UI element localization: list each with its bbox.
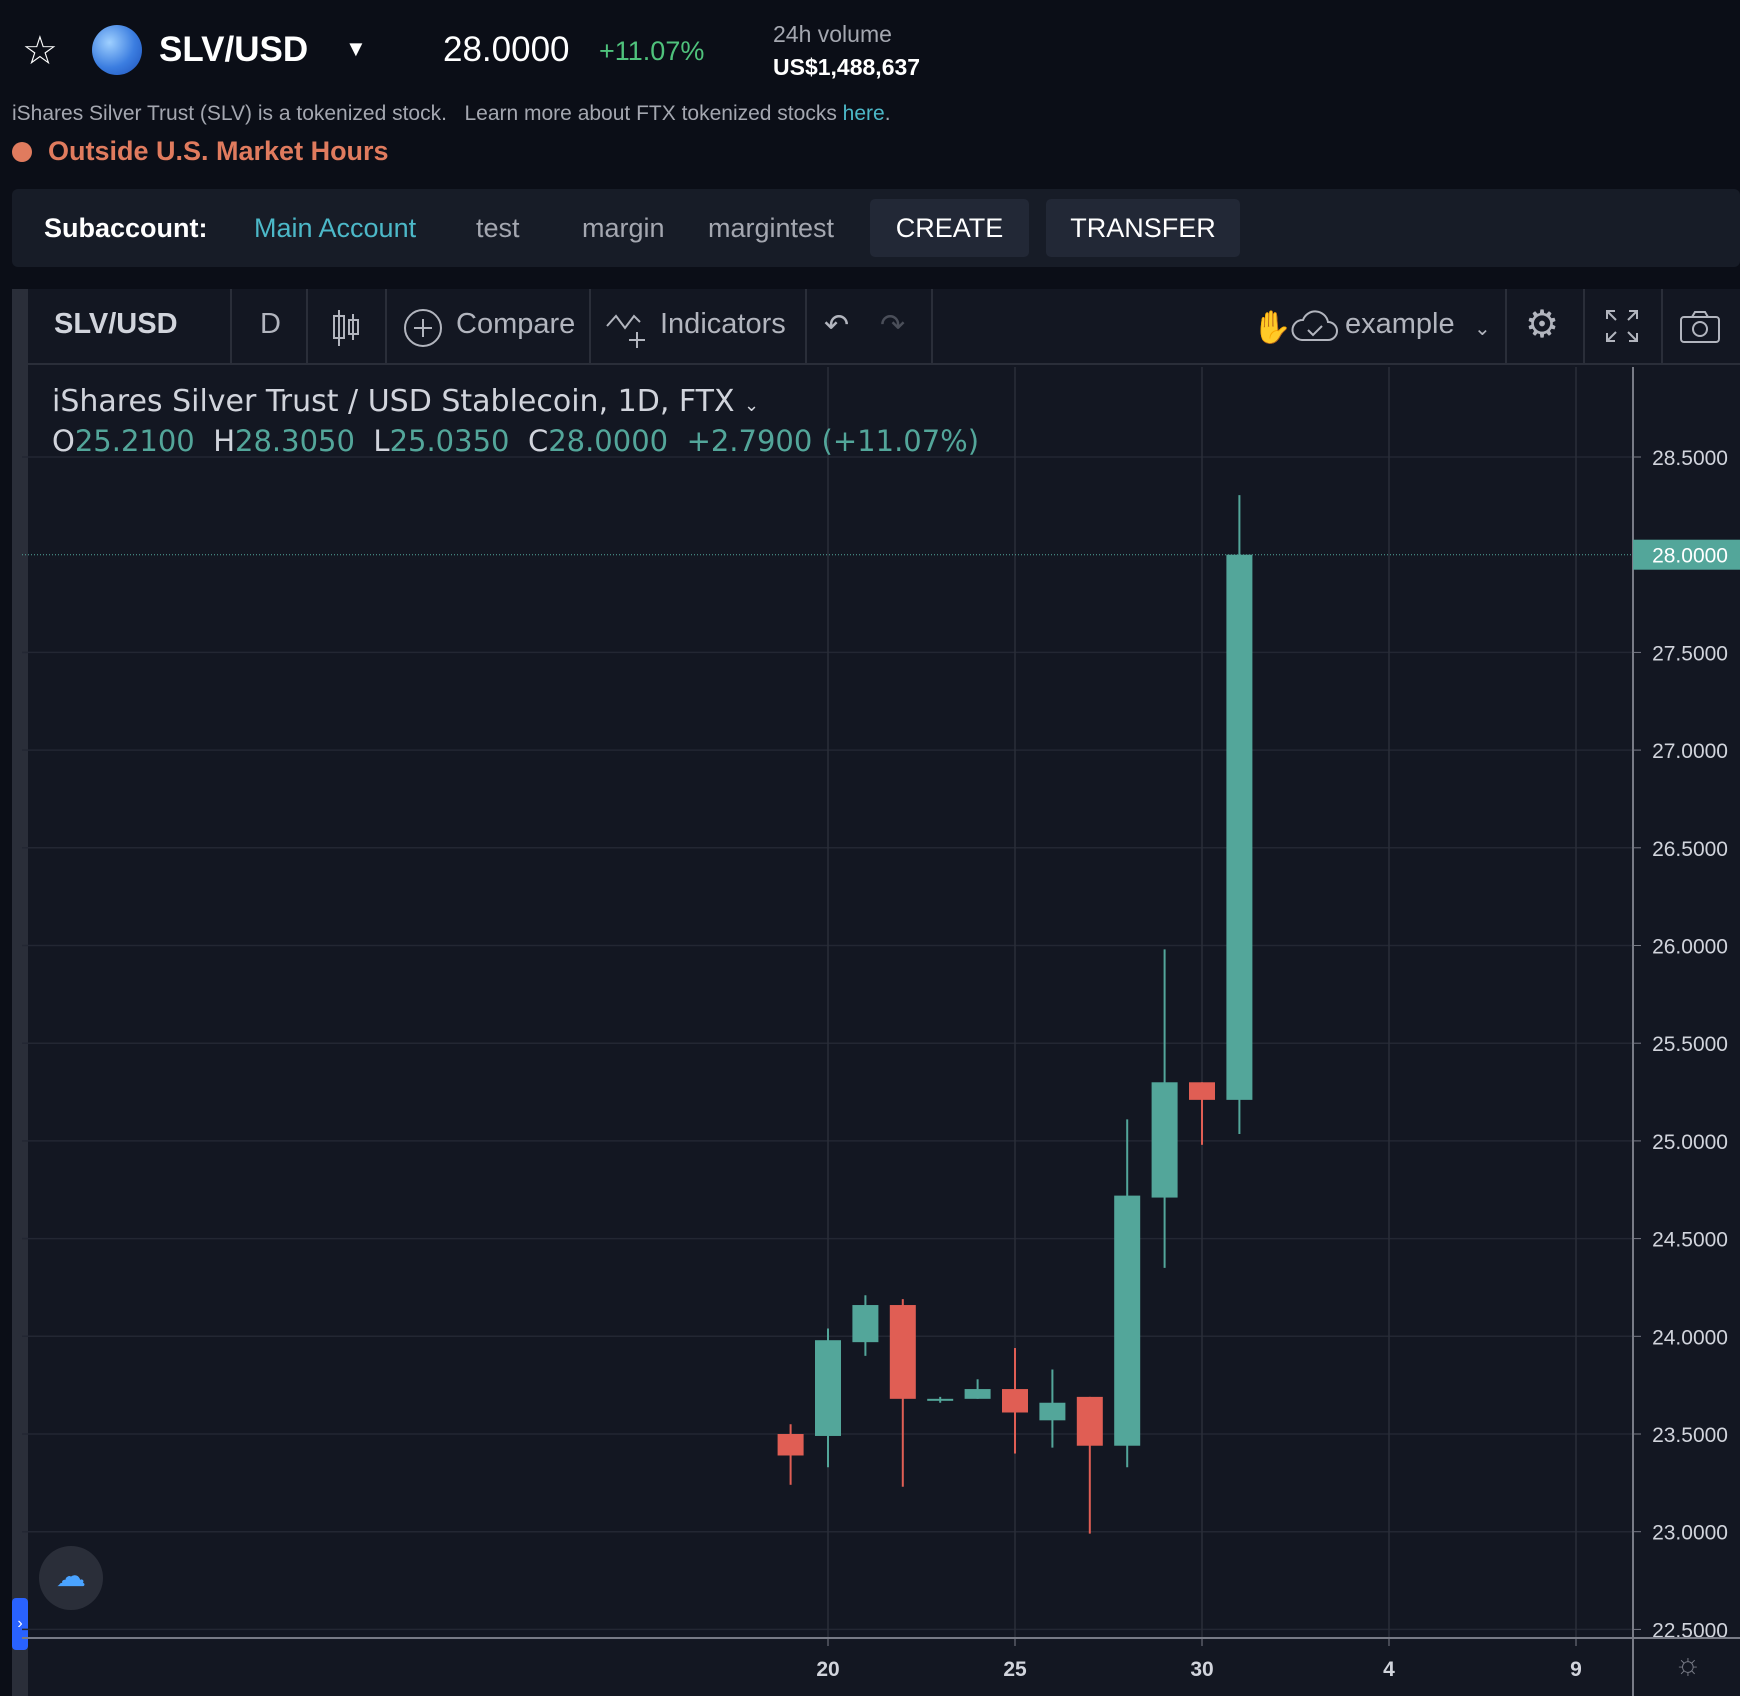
create-button[interactable]: CREATE [870, 199, 1029, 257]
fullscreen-icon[interactable] [1605, 309, 1639, 343]
market-dropdown-icon[interactable]: ▼ [345, 36, 367, 61]
favorite-star-icon[interactable]: ☆ [22, 29, 58, 73]
hand-icon: ✋ [1252, 309, 1292, 345]
tradingview-logo-icon[interactable]: ☁ [39, 1546, 103, 1610]
high-label: H [213, 424, 236, 458]
legend-chevron-icon[interactable]: ⌄ [744, 395, 760, 416]
open-label: O [52, 424, 75, 458]
subaccount-main[interactable]: Main Account [254, 213, 417, 243]
learn-more-link[interactable]: here [842, 102, 885, 125]
chart-panel [12, 289, 1740, 1696]
subaccount-test[interactable]: test [476, 213, 520, 243]
expand-sidebar-button[interactable]: › [12, 1598, 28, 1650]
market-status: Outside U.S. Market Hours [48, 136, 389, 166]
undo-icon[interactable]: ↶ [824, 309, 850, 342]
last-price: 28.0000 [443, 30, 570, 69]
low-label: L [373, 424, 390, 458]
volume-label: 24h volume [773, 21, 892, 47]
description-text: iShares Silver Trust (SLV) is a tokenize… [12, 102, 447, 125]
candle-type-icon[interactable] [331, 308, 361, 348]
axis-settings-icon[interactable]: ☼ [1674, 1648, 1702, 1681]
compare-button[interactable]: Compare [456, 308, 576, 340]
layout-name[interactable]: example [1345, 308, 1455, 340]
market-symbol[interactable]: SLV/USD [159, 30, 309, 69]
indicators-button[interactable]: Indicators [660, 308, 786, 340]
indicators-icon[interactable] [605, 308, 651, 350]
close-value: 28.0000 [548, 424, 669, 458]
cloud-save-icon[interactable] [1290, 308, 1340, 344]
globe-icon [92, 25, 142, 75]
ohlc-legend: O25.2100 H28.3050 L25.0350 C28.0000 +2.7… [52, 424, 979, 458]
subaccount-label: Subaccount: [44, 213, 208, 243]
close-label: C [527, 424, 549, 458]
volume-value: US$1,488,637 [773, 54, 921, 80]
subaccount-margintest[interactable]: margintest [708, 213, 835, 243]
chart-legend-title: iShares Silver Trust / USD Stablecoin, 1… [52, 384, 759, 419]
layout-chevron-icon[interactable]: ⌄ [1474, 318, 1491, 340]
low-value: 25.0350 [389, 424, 510, 458]
learn-more-text: Learn more about FTX tokenized stocks [464, 102, 843, 125]
screenshot-camera-icon[interactable] [1679, 310, 1721, 344]
change-value: +2.7900 (+11.07%) [686, 424, 980, 458]
redo-icon[interactable]: ↷ [880, 309, 906, 342]
transfer-button[interactable]: TRANSFER [1046, 199, 1240, 257]
compare-plus-icon[interactable] [403, 308, 443, 348]
interval-button[interactable]: D [260, 308, 281, 340]
period: . [884, 102, 891, 125]
toolbar-symbol[interactable]: SLV/USD [54, 308, 178, 340]
status-dot-icon [12, 142, 32, 162]
subaccount-margin[interactable]: margin [582, 213, 665, 243]
open-value: 25.2100 [74, 424, 195, 458]
settings-gear-icon[interactable]: ⚙ [1525, 304, 1560, 346]
price-change: +11.07% [599, 36, 705, 66]
chart-toolbar [28, 289, 1740, 365]
legend-title-text: iShares Silver Trust / USD Stablecoin, 1… [52, 384, 735, 419]
drawing-sidebar-strip [12, 289, 28, 1696]
high-value: 28.3050 [235, 424, 355, 458]
token-description: iShares Silver Trust (SLV) is a tokenize… [12, 102, 891, 126]
